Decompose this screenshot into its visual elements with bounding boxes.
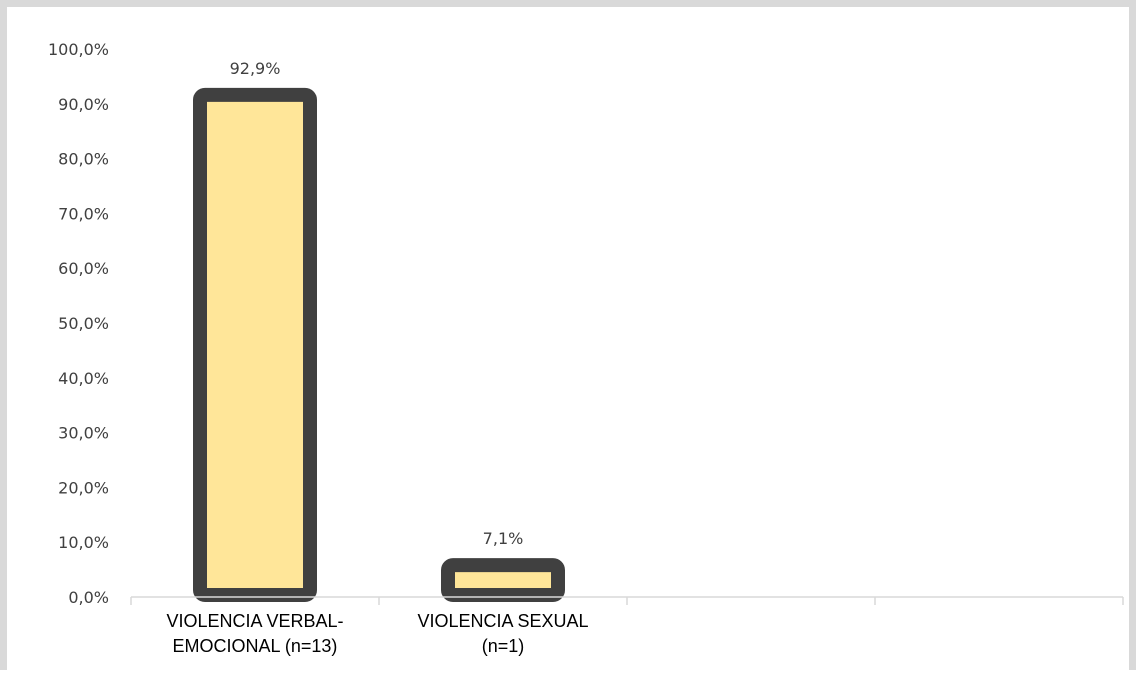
data-label: 7,1%: [483, 529, 524, 548]
y-tick-label: 50,0%: [58, 314, 109, 333]
y-tick-label: 30,0%: [58, 424, 109, 443]
category-label: EMOCIONAL (n=13): [173, 636, 338, 656]
y-tick-label: 0,0%: [68, 588, 109, 607]
bar: [441, 558, 565, 602]
y-tick-label: 100,0%: [48, 40, 109, 59]
category-label: VIOLENCIA VERBAL-: [166, 611, 343, 631]
category-label: (n=1): [482, 636, 525, 656]
bar: [193, 87, 317, 603]
bar-chart: 0,0% 10,0% 20,0% 30,0% 40,0% 50,0% 60,0% 70,0% 8…: [48, 40, 1124, 656]
y-tick-label: 70,0%: [58, 204, 109, 223]
y-tick-label: 20,0%: [58, 478, 109, 497]
category-label: VIOLENCIA SEXUAL: [417, 611, 588, 631]
y-tick-label: 90,0%: [58, 95, 109, 114]
y-tick-label: 60,0%: [58, 259, 109, 278]
y-tick-label: 80,0%: [58, 150, 109, 169]
data-label: 92,9%: [230, 59, 281, 78]
y-tick-label: 40,0%: [58, 369, 109, 388]
y-tick-label: 10,0%: [58, 533, 109, 552]
